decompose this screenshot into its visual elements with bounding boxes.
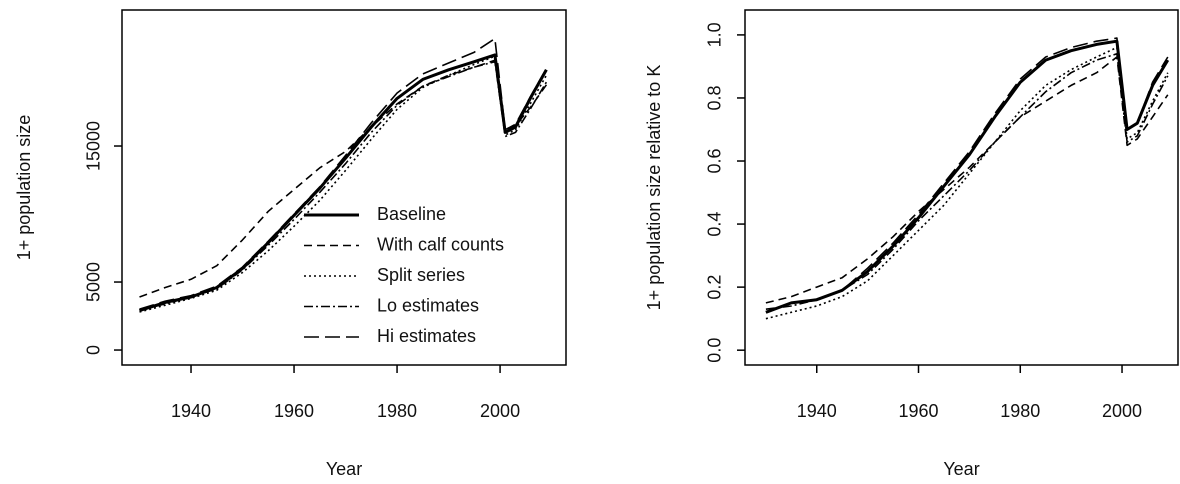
x-tick-label: 1960 <box>274 401 314 421</box>
series-line <box>765 53 1169 310</box>
series-line <box>139 59 548 298</box>
series-line <box>765 37 1169 314</box>
x-tick-label: 1940 <box>797 401 837 421</box>
x-tick-label: 1940 <box>171 401 211 421</box>
series-line <box>765 56 1169 304</box>
y-tick-label: 0.2 <box>705 275 725 300</box>
series-line <box>139 55 548 313</box>
y-tick-label: 0.0 <box>705 338 725 363</box>
legend-label: Baseline <box>377 204 446 224</box>
y-axis-title: 1+ population size <box>14 115 34 261</box>
y-tick-label: 0.6 <box>705 149 725 174</box>
legend-label: With calf counts <box>377 234 504 254</box>
legend-label: Split series <box>377 265 465 285</box>
x-tick-label: 2000 <box>1102 401 1142 421</box>
y-tick-label: 0.8 <box>705 85 725 110</box>
series-line <box>765 46 1169 320</box>
x-axis-title: Year <box>943 459 979 479</box>
y-tick-label: 1.0 <box>705 22 725 47</box>
series-line <box>765 39 1170 314</box>
x-tick-label: 1980 <box>377 401 417 421</box>
y-tick-label: 0.4 <box>705 212 725 237</box>
x-tick-label: 1960 <box>898 401 938 421</box>
y-tick-label: 15000 <box>84 121 104 171</box>
y-tick-label: 0 <box>84 345 104 355</box>
legend-label: Hi estimates <box>377 326 476 346</box>
y-tick-label: 5000 <box>84 262 104 302</box>
plot-frame <box>744 9 1179 366</box>
plot-frame <box>121 9 567 366</box>
series-line <box>139 37 548 310</box>
series-line <box>139 60 548 312</box>
x-tick-label: 2000 <box>480 401 520 421</box>
y-axis-title: 1+ population size relative to K <box>644 65 664 311</box>
x-axis-title: Year <box>326 459 362 479</box>
series-line <box>139 53 548 313</box>
x-tick-label: 1980 <box>1000 401 1040 421</box>
legend-label: Lo estimates <box>377 295 479 315</box>
